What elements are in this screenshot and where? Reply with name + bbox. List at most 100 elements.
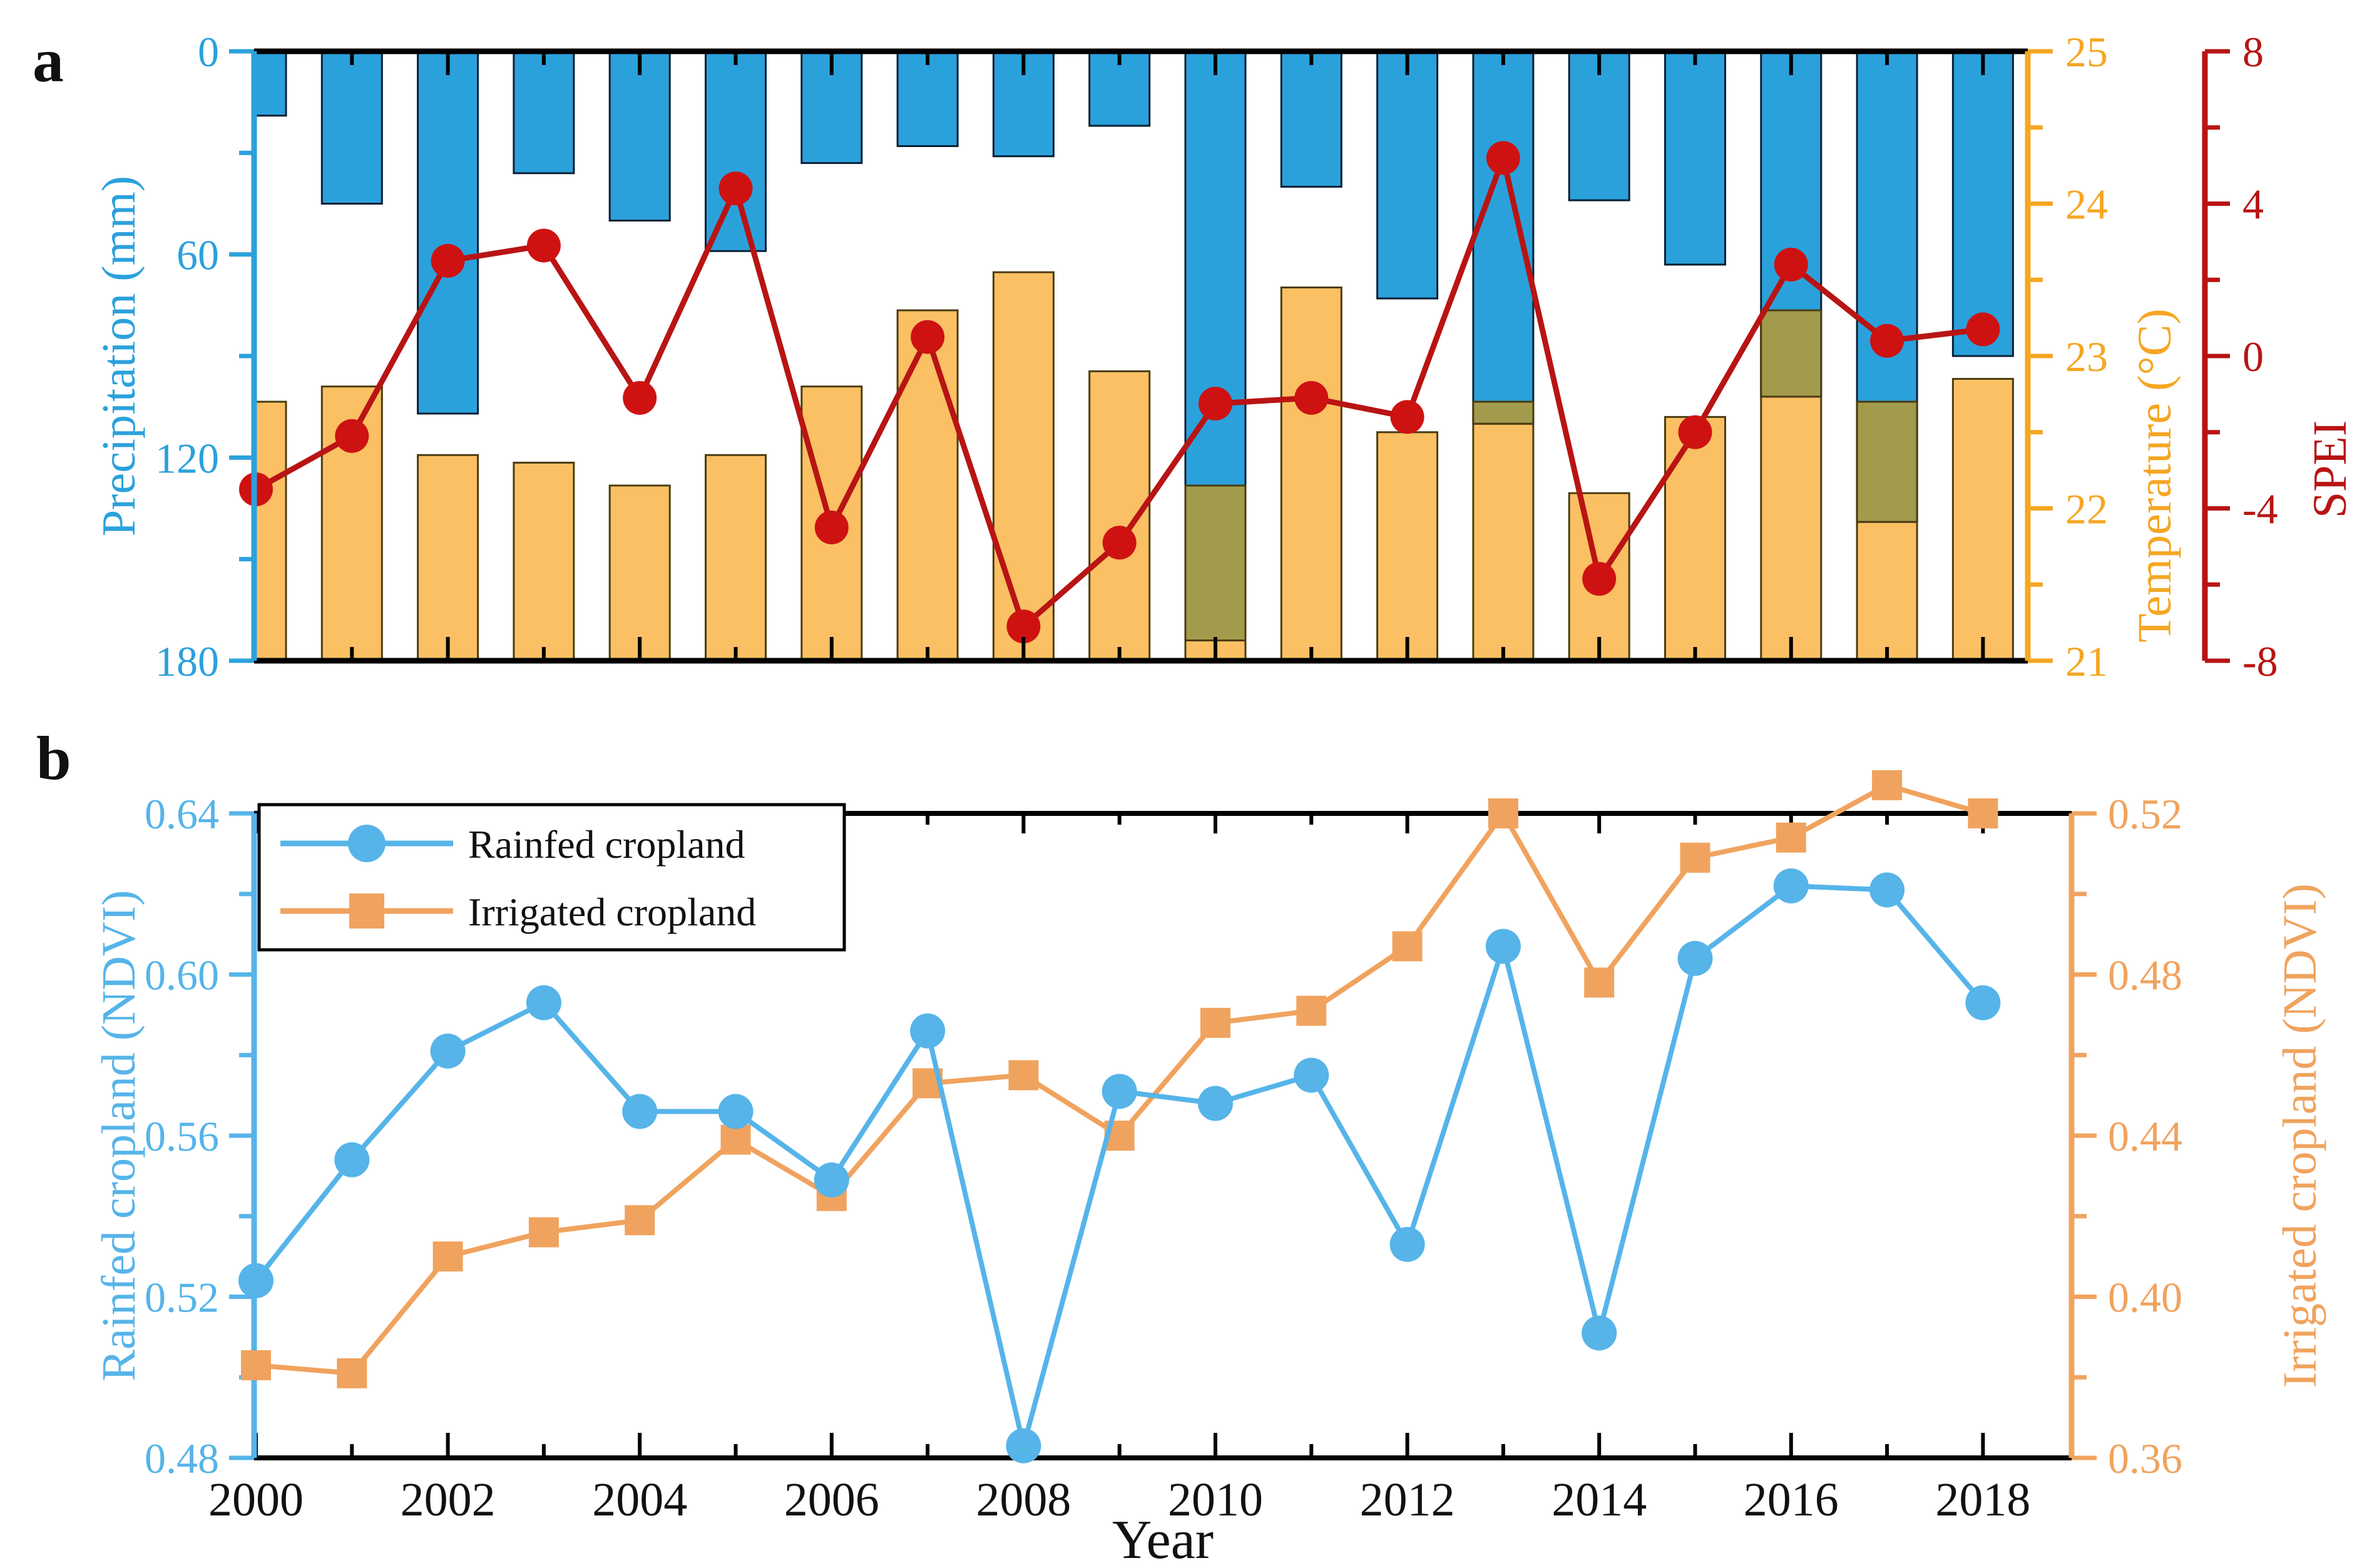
rainfed-point-2008 [1006,1428,1041,1464]
irrigated-point-2002 [432,1241,463,1272]
spei-point-2013 [1486,141,1520,175]
rainfed-point-2002 [430,1033,466,1069]
temperature-bar-2007 [896,309,959,662]
spei-tick-label--4: -4 [2242,486,2278,533]
irrigated-point-2017 [1872,770,1903,800]
rainfed-tick-label-0.60: 0.60 [145,952,219,999]
spei-point-2015 [1678,415,1712,449]
spei-tick-label--8: -8 [2242,638,2278,685]
rainfed-point-2014 [1582,1315,1617,1351]
rainfed-point-2004 [622,1094,658,1129]
temperature-bar-2002 [417,454,479,662]
spei-point-2002 [431,243,465,278]
temperature-bar-2004 [608,484,671,662]
temperature-bar-2003 [513,461,575,662]
irrigated-point-2000 [241,1350,271,1380]
rainfed-point-2001 [334,1142,370,1178]
irrigated-point-2018 [1968,798,1998,828]
spei-point-2011 [1294,380,1329,415]
precipitation-bar-2015 [1664,50,1726,266]
precipitation-axis-title: Precipitation (mm) [93,176,145,536]
rainfed-point-2009 [1102,1074,1137,1109]
spei-point-2010 [1199,387,1232,421]
panel-b-ndvi-chart: 2000 2002 2004 2006 2008 2010 2012 2014 2016 2018… [145,770,2182,1526]
irrigated-point-2012 [1392,931,1423,962]
rainfed-axis-title: Rainfed cropland (NDVI) [93,890,145,1381]
temperature-bar-2012 [1376,431,1439,662]
spei-tick-label-8: 8 [2242,28,2264,76]
precipitation-bar-2004 [608,50,671,222]
rainfed-tick-label-0.64: 0.64 [145,790,219,838]
irrigated-point-2005 [720,1124,751,1155]
rainfed-point-2015 [1677,940,1713,976]
rainfed-point-2006 [814,1162,849,1198]
precipitation-bar-2018 [1951,50,2014,357]
temperature-bar-2000 [253,400,287,662]
year-label-2002: 2002 [401,1474,496,1526]
spei-point-2007 [911,320,945,354]
precipitation-bar-2013 [1472,50,1535,425]
legend-item-rainfed[interactable]: Rainfed cropland [280,822,745,867]
irrigated-point-2004 [625,1205,655,1236]
panel-a-label: a [33,26,64,95]
spei-point-2003 [526,228,561,263]
irrigated-tick-label-0.40: 0.40 [2108,1274,2182,1321]
rainfed-point-2011 [1294,1057,1329,1093]
precip-temp-overlap-2016 [1760,309,1822,398]
irrigated-tick-label-0.36: 0.36 [2108,1435,2182,1482]
year-label-2006: 2006 [784,1474,879,1526]
irrigated-tick-label-0.52: 0.52 [2108,790,2182,838]
temperature-axis-title: Temperature (°C) [2129,308,2181,643]
temp-tick-label-21: 21 [2065,638,2108,685]
rainfed-point-2000 [238,1263,273,1298]
irrigated-legend-marker-icon [349,893,384,929]
precipitation-bar-2014 [1568,50,1630,201]
rainfed-point-2010 [1198,1086,1233,1121]
precipitation-bar-2003 [513,50,575,175]
spei-axis-title: SPEI [2304,420,2356,518]
spei-tick-label-4: 4 [2242,181,2264,228]
year-label-2008: 2008 [976,1474,1071,1526]
precipitation-bar-2011 [1280,50,1342,188]
temperature-bar-2008 [992,271,1055,662]
spei-point-2014 [1582,562,1617,596]
precipitation-bar-2001 [320,50,383,205]
temp-tick-label-25: 25 [2065,28,2108,76]
temperature-bar-2011 [1280,286,1342,662]
rainfed-line [253,883,1985,1447]
irrigated-tick-label-0.48: 0.48 [2108,952,2182,999]
rainfed-point-2005 [718,1094,754,1129]
year-label-2014: 2014 [1552,1474,1647,1526]
irrigated-point-2008 [1008,1060,1039,1091]
spei-point-2005 [718,171,753,206]
irrigated-axis-title: Irrigated cropland (NDVI) [2274,883,2326,1388]
rainfed-point-2007 [910,1013,946,1049]
irrigated-point-2014 [1584,967,1615,998]
legend-item-irrigated[interactable]: Irrigated cropland [280,890,756,934]
rainfed-tick-label-0.48: 0.48 [145,1435,219,1482]
rainfed-point-2016 [1773,868,1809,904]
spei-point-2012 [1390,400,1424,434]
irrigated-point-2001 [337,1358,367,1388]
irrigated-point-2015 [1680,842,1710,873]
irrigated-point-2010 [1200,1007,1230,1038]
year-label-2010: 2010 [1168,1474,1263,1526]
rainfed-tick-label-0.56: 0.56 [145,1112,219,1160]
precip-temp-overlap-2013 [1472,400,1535,425]
temperature-bar-2005 [705,454,767,662]
rainfed-legend-marker-icon [348,825,386,862]
rainfed-tick-label-0.52: 0.52 [145,1274,219,1321]
precip-tick-label-0: 0 [198,28,219,76]
irrigated-point-2011 [1296,995,1327,1026]
precipitation-bar-2007 [896,50,959,148]
spei-point-2004 [623,380,657,415]
rainfed-legend-label: Rainfed cropland [468,822,745,867]
precipitation-bar-2012 [1376,50,1439,300]
precipitation-bar-2000 [253,50,287,117]
irrigated-legend-label: Irrigated cropland [468,890,756,934]
year-label-2016: 2016 [1744,1474,1839,1526]
spei-tick-label-0: 0 [2242,333,2264,380]
year-label-2000: 2000 [208,1474,304,1526]
irrigated-tick-label-0.44: 0.44 [2108,1112,2182,1160]
